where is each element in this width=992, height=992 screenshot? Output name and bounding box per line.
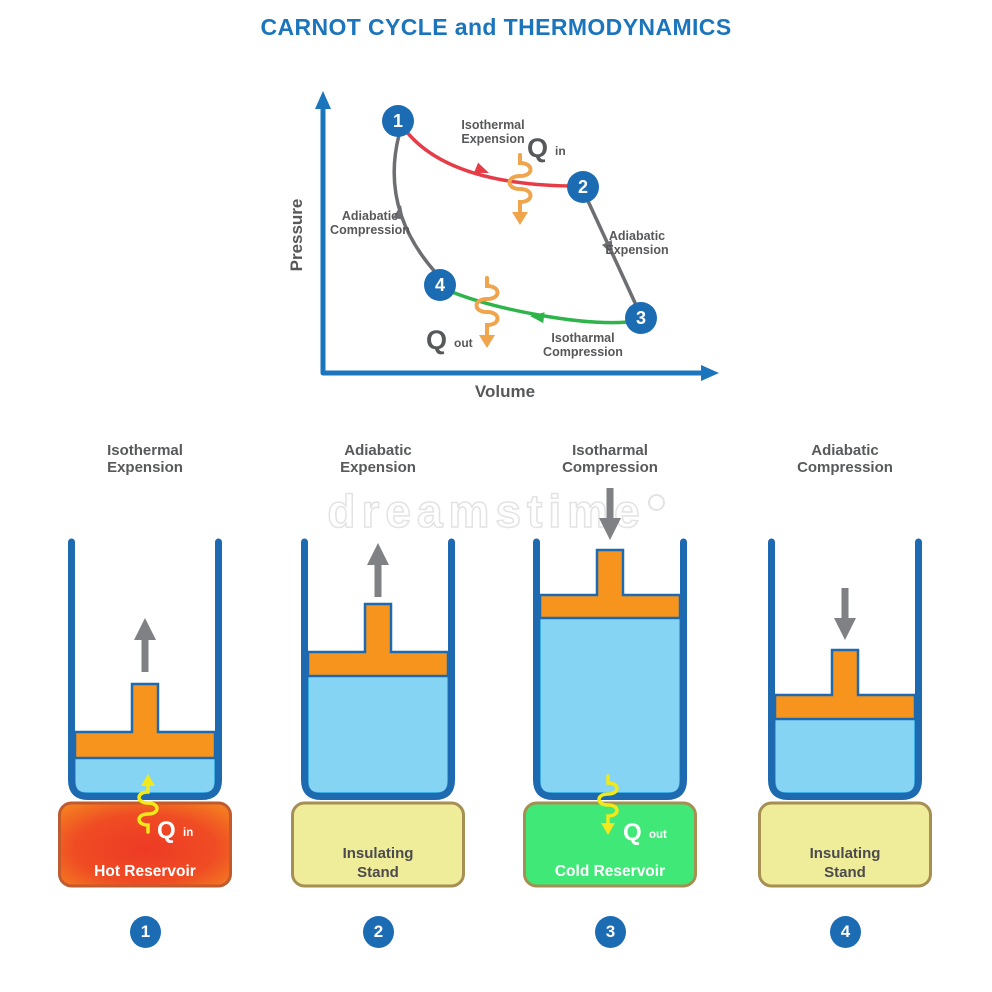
stage-2-header: Adiabatic Expension [291,442,465,476]
gas-volume [307,675,449,794]
piston [538,548,682,620]
pv-diagram: Pressure Volume Isothermal Expension Adi… [287,91,719,401]
stage-3-header-line1: Isotharmal [572,442,648,459]
q-out-label: Q out [426,325,473,355]
label-adiabatic-expansion: Adiabatic Expension [605,229,668,257]
svg-text:Stand: Stand [824,864,866,881]
heat-out-squiggle-icon [597,774,619,835]
stage-1-badge: 1 [130,916,161,948]
svg-text:3: 3 [636,308,646,328]
insulating-stand [291,801,465,888]
stage-3-header: Isotharmal Compression [523,442,697,476]
cold-reservoir-label: Cold Reservoir [555,863,665,880]
state-point-3: 3 [625,302,657,334]
heat-in-squiggle-icon [137,774,159,834]
svg-text:Isotharmal: Isotharmal [551,331,614,345]
svg-text:Isothermal: Isothermal [461,118,524,132]
stage-4-header: Adiabatic Compression [758,442,932,476]
svg-text:Q: Q [527,133,548,163]
insulating-stand [758,801,932,888]
gray-curve-arrow-icon [601,240,613,255]
state-point-1: 1 [382,105,414,137]
svg-text:in: in [555,144,566,158]
green-curve-arrow-icon [530,312,545,324]
state-point-2: 2 [567,171,599,203]
stage-1-header-line2: Expension [107,459,183,476]
y-axis-arrow-icon [315,91,331,109]
svg-text:Adiabatic: Adiabatic [609,229,665,243]
svg-text:in: in [183,827,193,839]
piston-up-arrow-icon [367,543,389,597]
piston-down-arrow-icon [599,488,621,540]
stage-2-header-line1: Adiabatic [344,442,412,459]
svg-text:Insulating: Insulating [810,845,881,862]
svg-text:Compression: Compression [330,223,410,237]
stage-2-header-line2: Expension [340,459,416,476]
svg-text:Expension: Expension [461,132,524,146]
svg-text:out: out [454,336,473,350]
stage-4-badge: 4 [830,916,861,948]
svg-text:Q: Q [623,819,642,846]
piston [73,682,217,760]
x-axis-arrow-icon [701,365,719,381]
stage-1-q-in-label: Q in [157,817,193,844]
stage-2-cylinder-diagram: Insulating Stand [291,538,465,888]
svg-text:1: 1 [393,111,403,131]
label-isothermal-compression: Isotharmal Compression [543,331,623,359]
stage-3-cylinder-diagram: Q out Cold Reservoir [523,488,697,888]
piston-down-arrow-icon [834,588,856,640]
stage-4-header-line2: Compression [797,459,893,476]
gas-volume [74,757,216,794]
svg-text:Q: Q [157,817,176,844]
svg-text:Compression: Compression [543,345,623,359]
x-axis-label: Volume [475,382,535,401]
label-adiabatic-compression: Adiabatic Compression [330,209,410,237]
svg-text:Adiabatic: Adiabatic [342,209,398,223]
svg-text:2: 2 [578,177,588,197]
piston [306,602,450,678]
stage-2-badge: 2 [363,916,394,948]
svg-text:out: out [649,829,667,841]
cylinder-walls [68,538,222,800]
stage-3-q-out-label: Q out [623,819,667,846]
stage-1-header: Isothermal Expension [58,442,232,476]
heat-out-coil-icon [474,276,500,348]
heat-in-coil-icon [507,153,533,225]
y-axis-label: Pressure [287,199,306,272]
insulating-stand-label: Insulating Stand [343,845,414,881]
red-curve-arrow-icon [473,162,489,173]
stage-4-header-line1: Adiabatic [811,442,879,459]
cylinder-walls [768,538,922,800]
q-in-label: Q in [527,133,566,163]
piston [773,648,917,721]
adiabatic-compression-curve [392,133,438,275]
svg-text:Stand: Stand [357,864,399,881]
stage-1-cylinder-diagram: Q in Hot Reservoir [58,538,232,888]
stage-1-header-line1: Isothermal [107,442,183,459]
stage-3-header-line2: Compression [562,459,658,476]
isothermal-expansion-curve [404,129,572,188]
svg-text:4: 4 [435,275,445,295]
gas-volume [539,617,681,794]
cylinder-walls [301,538,455,800]
cylinder-walls [533,538,687,800]
svg-text:Expension: Expension [605,243,668,257]
insulating-stand-label: Insulating Stand [810,845,881,881]
axes-lines [320,107,708,376]
gray-curve-arrow-up-icon [392,205,404,220]
stage-3-badge: 3 [595,916,626,948]
gas-volume [774,718,916,794]
state-point-4: 4 [424,269,456,301]
piston-up-arrow-icon [134,618,156,672]
page-title: CARNOT CYCLE and THERMODYNAMICS [260,14,732,40]
stage-4-cylinder-diagram: Insulating Stand [758,538,932,888]
svg-text:Insulating: Insulating [343,845,414,862]
cold-reservoir [523,801,697,888]
hot-reservoir-label: Hot Reservoir [94,863,196,880]
label-isothermal-expansion: Isothermal Expension [461,118,524,146]
svg-text:Q: Q [426,325,447,355]
